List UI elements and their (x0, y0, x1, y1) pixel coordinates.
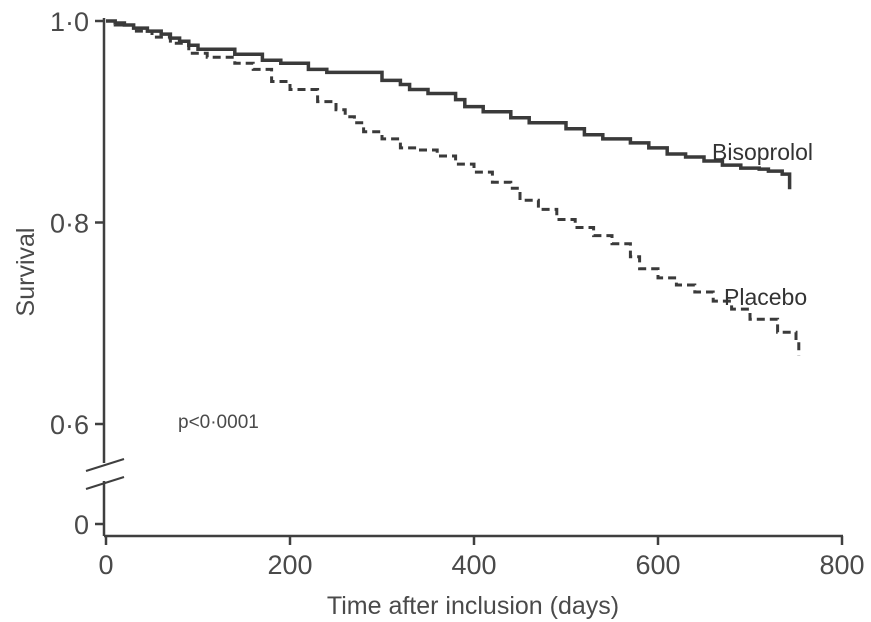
series-line-bisoprolol (106, 19, 792, 190)
x-tick-label: 800 (819, 550, 864, 580)
chart-labels: Time after inclusion (days) Survival p<0… (12, 139, 813, 620)
series-label-placebo: Placebo (724, 284, 807, 310)
survival-curves (106, 19, 801, 356)
y-axis-break-mark (85, 476, 125, 490)
y-axis-title: Survival (12, 228, 40, 317)
x-tick-label: 0 (98, 550, 113, 580)
y-tick-label: 0·8 (50, 209, 89, 239)
y-axis-break-mark (85, 458, 125, 472)
y-tick-label: 1·0 (50, 7, 89, 37)
x-tick-label: 400 (451, 550, 496, 580)
series-label-bisoprolol: Bisoprolol (712, 139, 813, 165)
axes: 0 200 400 600 800 0 0·6 0·8 1·0 (50, 7, 865, 580)
y-tick-label: 0 (74, 510, 89, 540)
series-line-placebo (106, 19, 801, 356)
x-axis-title: Time after inclusion (days) (327, 592, 619, 620)
x-tick-label: 600 (635, 550, 680, 580)
y-tick-label: 0·6 (50, 410, 89, 440)
x-tick-label: 200 (267, 550, 312, 580)
p-value-annotation: p<0·0001 (178, 412, 259, 433)
